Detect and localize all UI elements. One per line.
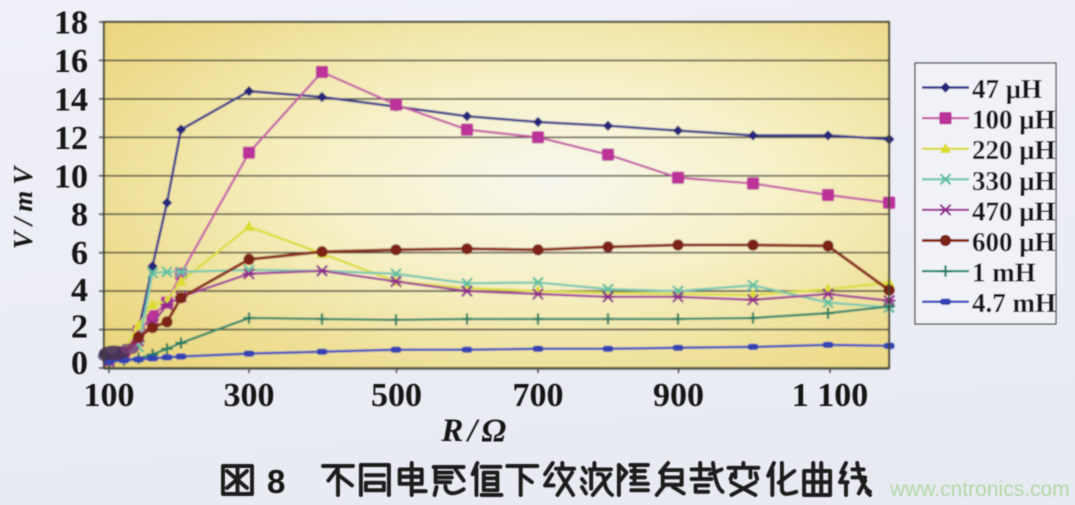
svg-text:47 μH: 47 μH (972, 74, 1042, 104)
svg-text:www.cntronics.com: www.cntronics.com (889, 478, 1070, 501)
svg-text:6: 6 (71, 235, 88, 272)
svg-text:600 μH: 600 μH (972, 227, 1056, 257)
svg-text:100 μH: 100 μH (972, 105, 1056, 135)
svg-text:18: 18 (54, 5, 88, 42)
svg-text:1 mH: 1 mH (972, 258, 1036, 288)
svg-text:2: 2 (71, 309, 88, 346)
svg-text:900: 900 (653, 377, 704, 414)
svg-text:8: 8 (71, 197, 88, 234)
svg-text:700: 700 (513, 377, 564, 414)
svg-text:8: 8 (267, 463, 285, 500)
svg-text:4.7 mH: 4.7 mH (972, 288, 1056, 318)
svg-text:R/Ω: R/Ω (440, 413, 510, 449)
svg-text:4: 4 (71, 272, 88, 309)
svg-text:100: 100 (84, 377, 135, 414)
svg-text:1 100: 1 100 (792, 377, 869, 414)
svg-text:0: 0 (71, 345, 88, 382)
svg-text:220 μH: 220 μH (972, 135, 1056, 165)
svg-text:470 μH: 470 μH (972, 196, 1056, 226)
svg-text:10: 10 (54, 158, 88, 195)
svg-text:330 μH: 330 μH (972, 166, 1056, 196)
svg-text:16: 16 (54, 43, 88, 80)
svg-text:300: 300 (224, 377, 275, 414)
svg-text:14: 14 (54, 81, 88, 118)
svg-text:12: 12 (54, 120, 88, 157)
svg-text:500: 500 (371, 377, 422, 414)
svg-text:V/mV: V/mV (8, 161, 38, 250)
